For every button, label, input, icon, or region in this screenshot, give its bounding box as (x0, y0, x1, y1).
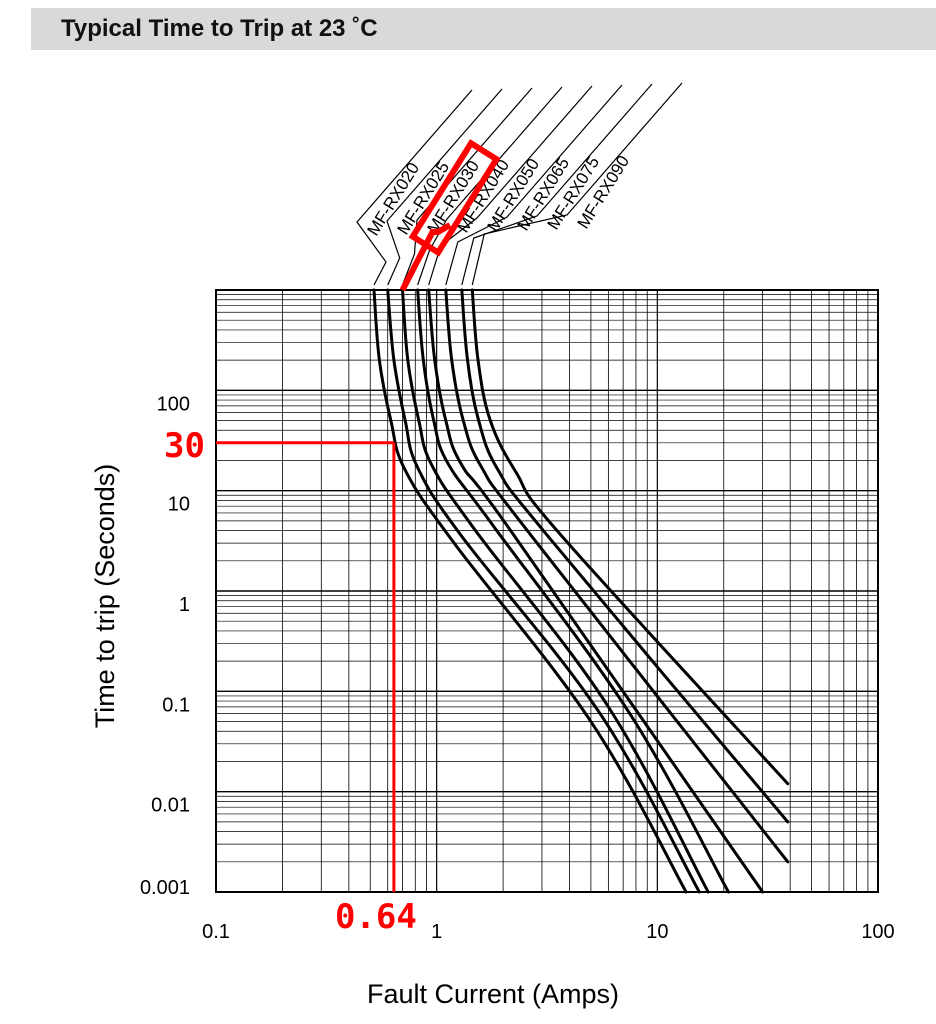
grid (215, 289, 879, 893)
header-bar: Typical Time to Trip at 23 ˚C (31, 8, 936, 50)
x-tick-label: 1 (431, 921, 442, 943)
leader-mf-rx050 (428, 85, 593, 286)
y-axis-label: Time to trip (Seconds) (90, 464, 120, 729)
y-tick-label: 100 (157, 393, 190, 415)
annotations: 300.64 (164, 139, 501, 937)
label-leaders (356, 82, 683, 286)
curves (372, 288, 790, 894)
y-tick-label: 1 (179, 594, 190, 616)
x-tick-label: 10 (646, 921, 668, 943)
annotation-time-value: 30 (164, 426, 205, 466)
annotation-current-value: 0.64 (335, 897, 417, 937)
axis-labels: Fault Current (Amps) Time to trip (Second… (90, 464, 619, 1009)
x-axis-label: Fault Current (Amps) (367, 979, 619, 1009)
x-tick-label: 100 (861, 921, 894, 943)
highlight-leader (399, 222, 452, 292)
plot-frame (215, 289, 879, 893)
curve-mf-rx050 (427, 288, 765, 894)
leader-mf-rx065 (445, 84, 623, 286)
series-labels: MF-RX020MF-RX025MF-RX030MF-RX040MF-RX050… (364, 152, 634, 239)
leader-mf-rx090 (471, 82, 683, 286)
chart-title: Typical Time to Trip at 23 ˚C (61, 15, 378, 42)
curve-mf-rx065 (444, 288, 790, 864)
curve-mf-rx090 (470, 288, 790, 786)
tick-labels: 0.1 1 10 100 0.001 0.01 0.1 1 10 100 (140, 393, 895, 943)
leader-mf-rx025 (386, 88, 503, 286)
curve-mf-rx030 (400, 288, 710, 894)
y-tick-label: 10 (168, 494, 190, 516)
y-tick-label: 0.1 (162, 694, 190, 716)
y-tick-label: 0.01 (151, 795, 190, 817)
y-tick-label: 0.001 (140, 877, 190, 899)
curve-mf-rx075 (460, 288, 790, 824)
curve-mf-rx020 (372, 288, 688, 894)
curve-mf-rx040 (416, 288, 730, 894)
leader-mf-rx020 (356, 89, 473, 286)
x-tick-label: 0.1 (202, 921, 230, 943)
leader-mf-rx075 (461, 83, 653, 286)
curve-mf-rx025 (386, 288, 701, 894)
